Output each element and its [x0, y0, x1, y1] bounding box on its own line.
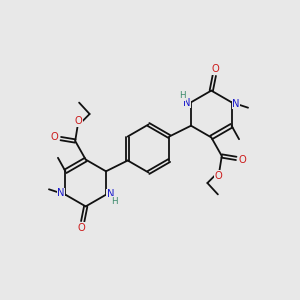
Text: O: O — [214, 171, 222, 181]
Text: H: H — [111, 197, 118, 206]
Text: H: H — [179, 91, 186, 100]
Text: O: O — [212, 64, 220, 74]
Text: O: O — [51, 132, 59, 142]
Text: N: N — [107, 189, 114, 199]
Text: N: N — [183, 98, 190, 108]
Text: O: O — [75, 116, 83, 126]
Text: O: O — [77, 223, 85, 233]
Text: N: N — [232, 99, 240, 109]
Text: N: N — [57, 188, 65, 198]
Text: O: O — [238, 155, 246, 165]
